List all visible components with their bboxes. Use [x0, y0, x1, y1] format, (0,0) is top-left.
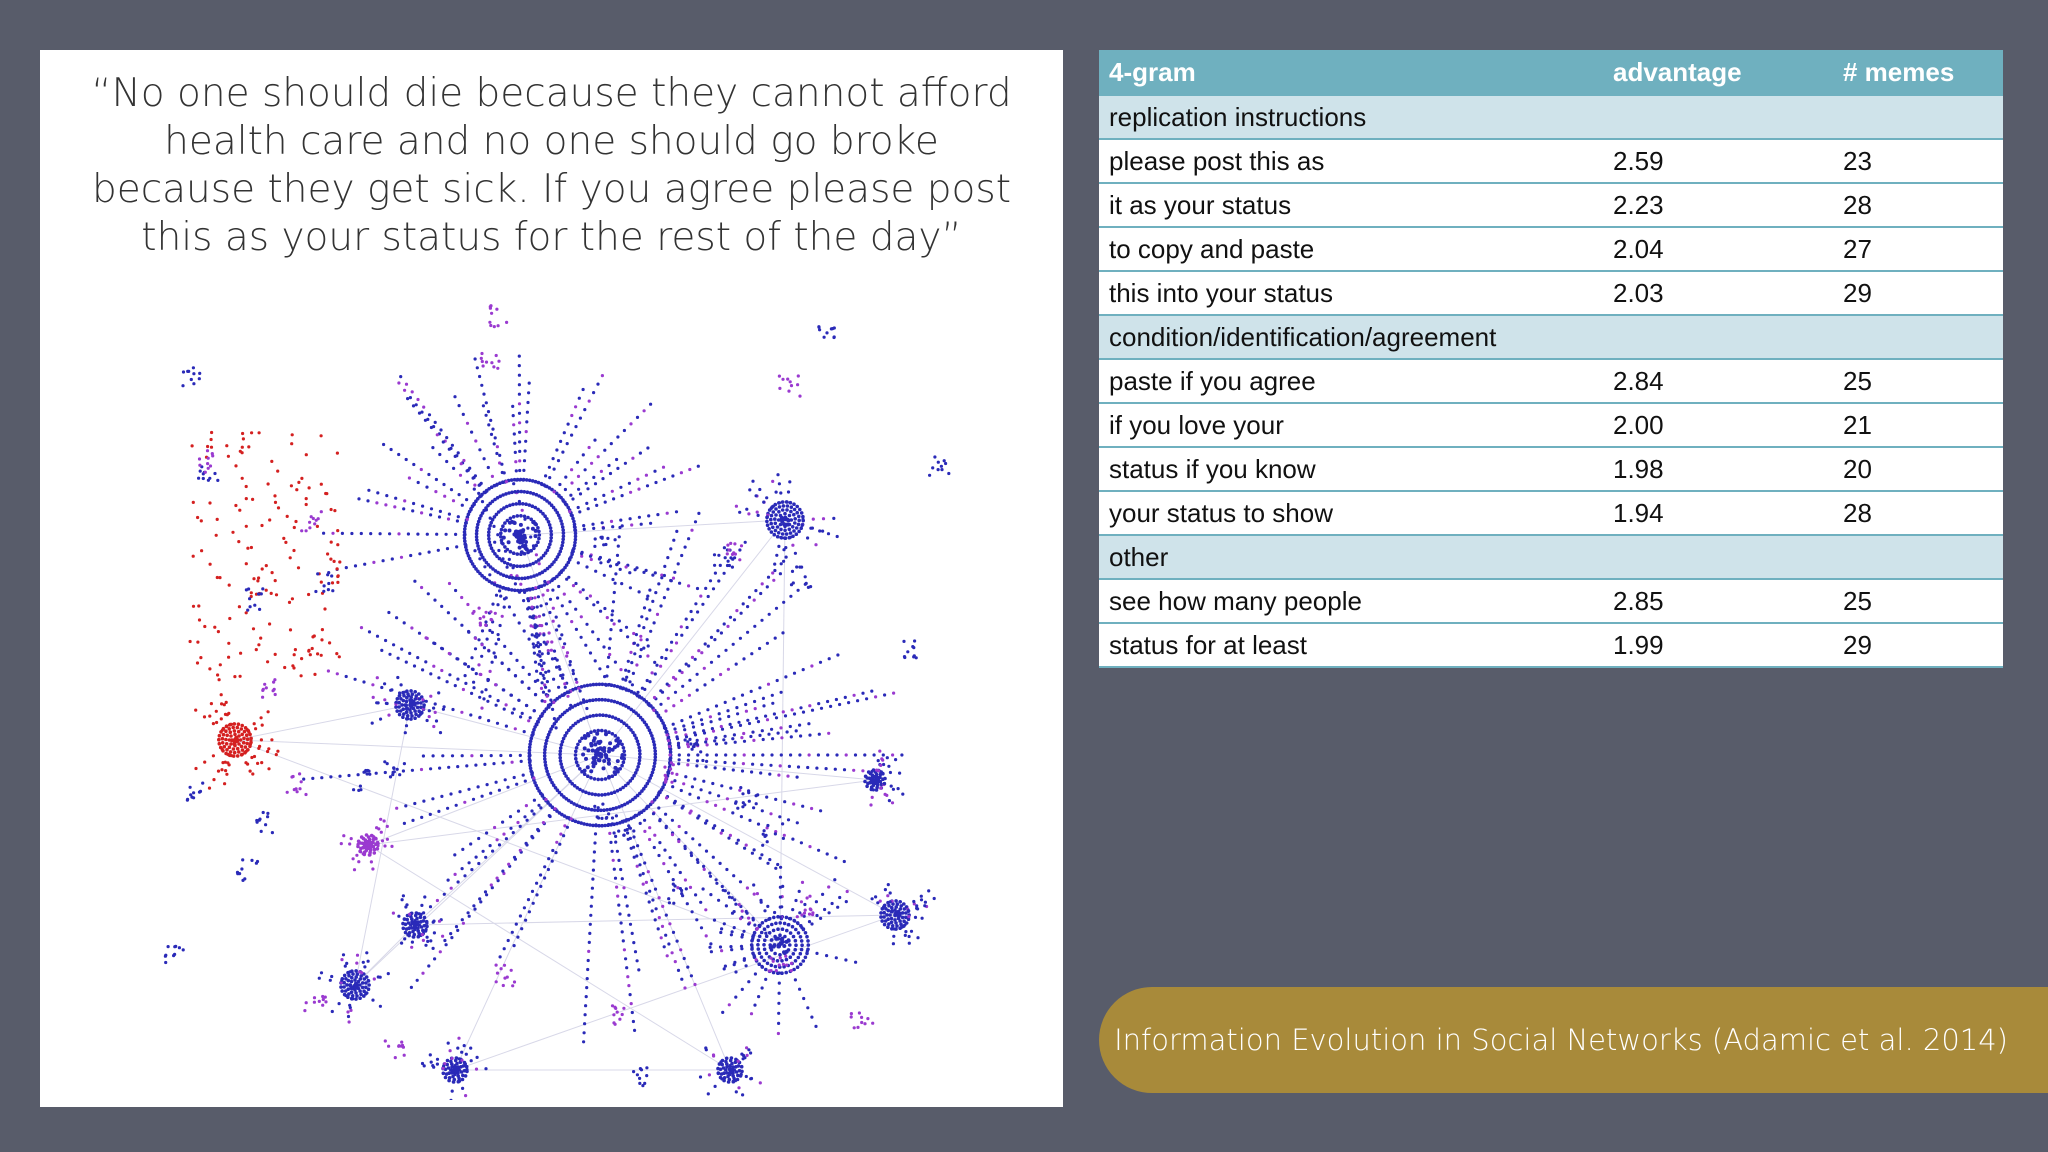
network-edges	[234, 519, 896, 1071]
advantage-cell: 2.59	[1603, 138, 1833, 184]
table-group-row: other	[1099, 534, 2003, 580]
network-nodes	[163, 304, 951, 1100]
table-row: paste if you agree 2.84 25	[1099, 358, 2003, 404]
advantage-cell: 2.84	[1603, 358, 1833, 404]
advantage-cell: 2.03	[1603, 270, 1833, 316]
table-row: status for at least 1.99 29	[1099, 622, 2003, 668]
citation-banner: Information Evolution in Social Networks…	[1099, 987, 2048, 1093]
ngram-table: 4-gram advantage # memes replication ins…	[1099, 50, 2003, 668]
advantage-cell: 1.94	[1603, 490, 1833, 536]
ngram-cell: status if you know	[1099, 446, 1603, 492]
table-group-row: replication instructions	[1099, 94, 2003, 140]
table-row: please post this as 2.59 23	[1099, 138, 2003, 184]
table-group-row: condition/identification/agreement	[1099, 314, 2003, 360]
memes-cell: 27	[1833, 226, 2003, 272]
advantage-cell: 2.23	[1603, 182, 1833, 228]
table-row: if you love your 2.00 21	[1099, 402, 2003, 448]
meme-quote: “No one should die because they cannot a…	[91, 71, 1012, 260]
header-4gram: 4-gram	[1099, 50, 1603, 95]
group-label: other	[1099, 534, 2003, 580]
memes-cell: 28	[1833, 182, 2003, 228]
table-row: this into your status 2.03 29	[1099, 270, 2003, 316]
table-row: to copy and paste 2.04 27	[1099, 226, 2003, 272]
citation-text: Information Evolution in Social Networks…	[1114, 1023, 2008, 1057]
memes-cell: 29	[1833, 622, 2003, 668]
table-row: your status to show 1.94 28	[1099, 490, 2003, 536]
group-label: replication instructions	[1099, 94, 2003, 140]
ngram-cell: status for at least	[1099, 622, 1603, 668]
ngram-cell: paste if you agree	[1099, 358, 1603, 404]
meme-network-graph	[163, 304, 951, 1100]
advantage-cell: 2.85	[1603, 578, 1833, 624]
memes-cell: 25	[1833, 358, 2003, 404]
advantage-cell: 2.00	[1603, 402, 1833, 448]
group-label: condition/identification/agreement	[1099, 314, 2003, 360]
ngram-cell: to copy and paste	[1099, 226, 1603, 272]
memes-cell: 23	[1833, 138, 2003, 184]
advantage-cell: 1.98	[1603, 446, 1833, 492]
network-figure-panel: “No one should die because they cannot a…	[40, 50, 1063, 1107]
ngram-cell: please post this as	[1099, 138, 1603, 184]
memes-cell: 20	[1833, 446, 2003, 492]
memes-cell: 21	[1833, 402, 2003, 448]
ngram-cell: it as your status	[1099, 182, 1603, 228]
ngram-table-container: 4-gram advantage # memes replication ins…	[1099, 50, 2003, 668]
ngram-cell: if you love your	[1099, 402, 1603, 448]
advantage-cell: 1.99	[1603, 622, 1833, 668]
memes-cell: 28	[1833, 490, 2003, 536]
advantage-cell: 2.04	[1603, 226, 1833, 272]
memes-cell: 29	[1833, 270, 2003, 316]
ngram-cell: see how many people	[1099, 578, 1603, 624]
table-header-row: 4-gram advantage # memes	[1099, 50, 2003, 95]
memes-cell: 25	[1833, 578, 2003, 624]
header-memes: # memes	[1833, 50, 2003, 95]
table-row: see how many people 2.85 25	[1099, 578, 2003, 624]
ngram-cell: your status to show	[1099, 490, 1603, 536]
header-advantage: advantage	[1603, 50, 1833, 95]
table-row: status if you know 1.98 20	[1099, 446, 2003, 492]
ngram-cell: this into your status	[1099, 270, 1603, 316]
table-row: it as your status 2.23 28	[1099, 182, 2003, 228]
